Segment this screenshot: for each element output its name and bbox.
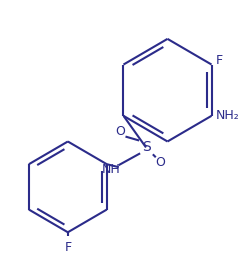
- Text: F: F: [215, 54, 223, 67]
- Text: NH₂: NH₂: [215, 109, 239, 122]
- Text: NH: NH: [101, 163, 120, 176]
- Text: O: O: [156, 156, 166, 169]
- Text: F: F: [64, 241, 71, 254]
- Text: O: O: [116, 125, 125, 138]
- Text: S: S: [142, 140, 150, 154]
